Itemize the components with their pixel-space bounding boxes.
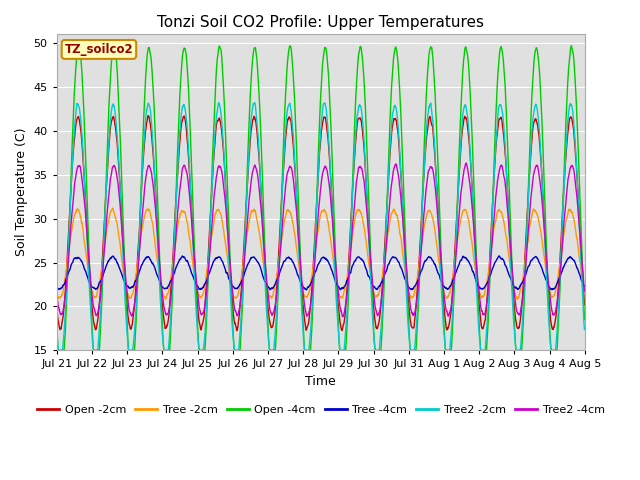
Tree -2cm bbox=[580, 288, 588, 294]
Tree -2cm bbox=[109, 205, 116, 211]
Tree -4cm bbox=[303, 287, 310, 293]
Tree -2cm bbox=[162, 296, 170, 302]
Tree2 -4cm bbox=[534, 166, 542, 172]
Tree2 -2cm bbox=[474, 315, 482, 321]
Tree2 -2cm bbox=[200, 341, 208, 347]
Tree2 -4cm bbox=[200, 308, 208, 313]
Open -2cm bbox=[233, 328, 241, 334]
Title: Tonzi Soil CO2 Profile: Upper Temperatures: Tonzi Soil CO2 Profile: Upper Temperatur… bbox=[157, 15, 484, 30]
Line: Open -4cm: Open -4cm bbox=[57, 45, 584, 350]
X-axis label: Time: Time bbox=[305, 375, 336, 388]
Tree -4cm bbox=[336, 287, 344, 292]
Tree2 -4cm bbox=[462, 160, 470, 166]
Tree -4cm bbox=[200, 282, 208, 288]
Tree2 -4cm bbox=[339, 314, 347, 320]
Open -2cm bbox=[53, 301, 61, 307]
Line: Open -2cm: Open -2cm bbox=[57, 116, 584, 331]
Tree2 -4cm bbox=[580, 288, 588, 294]
Tree -4cm bbox=[580, 283, 588, 289]
Tree2 -4cm bbox=[53, 290, 61, 296]
Open -4cm bbox=[54, 348, 62, 353]
Line: Tree -4cm: Tree -4cm bbox=[57, 256, 584, 290]
Tree -4cm bbox=[534, 257, 542, 263]
Tree2 -2cm bbox=[251, 100, 259, 106]
Tree2 -4cm bbox=[348, 240, 355, 246]
Open -2cm bbox=[336, 320, 344, 325]
Open -2cm bbox=[580, 302, 588, 308]
Tree2 -2cm bbox=[336, 348, 344, 353]
Tree -2cm bbox=[474, 285, 482, 290]
Y-axis label: Soil Temperature (C): Soil Temperature (C) bbox=[15, 128, 28, 256]
Line: Tree2 -4cm: Tree2 -4cm bbox=[57, 163, 584, 317]
Tree -4cm bbox=[53, 284, 61, 290]
Tree -2cm bbox=[200, 287, 208, 292]
Tree -2cm bbox=[534, 216, 542, 222]
Tree2 -2cm bbox=[549, 348, 557, 353]
Open -4cm bbox=[110, 42, 118, 48]
Open -4cm bbox=[474, 301, 482, 307]
Legend: Open -2cm, Tree -2cm, Open -4cm, Tree -4cm, Tree2 -2cm, Tree2 -4cm: Open -2cm, Tree -2cm, Open -4cm, Tree -4… bbox=[33, 400, 609, 419]
Tree -2cm bbox=[336, 294, 344, 300]
Open -2cm bbox=[474, 292, 482, 298]
Tree2 -2cm bbox=[348, 212, 355, 218]
Tree -2cm bbox=[348, 240, 355, 246]
Tree -2cm bbox=[53, 290, 61, 296]
Open -4cm bbox=[53, 319, 61, 324]
Tree2 -4cm bbox=[336, 300, 344, 306]
Open -2cm bbox=[348, 205, 355, 211]
Tree -4cm bbox=[474, 283, 482, 289]
Open -2cm bbox=[144, 113, 152, 119]
Tree2 -4cm bbox=[474, 279, 482, 285]
Open -4cm bbox=[336, 348, 344, 353]
Text: TZ_soilco2: TZ_soilco2 bbox=[65, 43, 133, 56]
Open -2cm bbox=[534, 128, 542, 134]
Open -4cm bbox=[580, 317, 588, 323]
Line: Tree -2cm: Tree -2cm bbox=[57, 208, 584, 299]
Tree2 -2cm bbox=[53, 328, 61, 334]
Tree -4cm bbox=[549, 286, 557, 292]
Line: Tree2 -2cm: Tree2 -2cm bbox=[57, 103, 584, 350]
Tree -4cm bbox=[179, 253, 186, 259]
Tree2 -2cm bbox=[54, 348, 62, 353]
Tree -4cm bbox=[348, 266, 355, 272]
Open -4cm bbox=[534, 56, 542, 61]
Tree2 -2cm bbox=[534, 116, 542, 122]
Tree -2cm bbox=[549, 293, 557, 299]
Open -4cm bbox=[200, 348, 208, 353]
Open -2cm bbox=[200, 313, 208, 319]
Tree2 -2cm bbox=[580, 327, 588, 333]
Open -2cm bbox=[549, 326, 557, 332]
Open -4cm bbox=[549, 348, 557, 353]
Open -4cm bbox=[348, 207, 355, 213]
Tree2 -4cm bbox=[549, 312, 557, 318]
